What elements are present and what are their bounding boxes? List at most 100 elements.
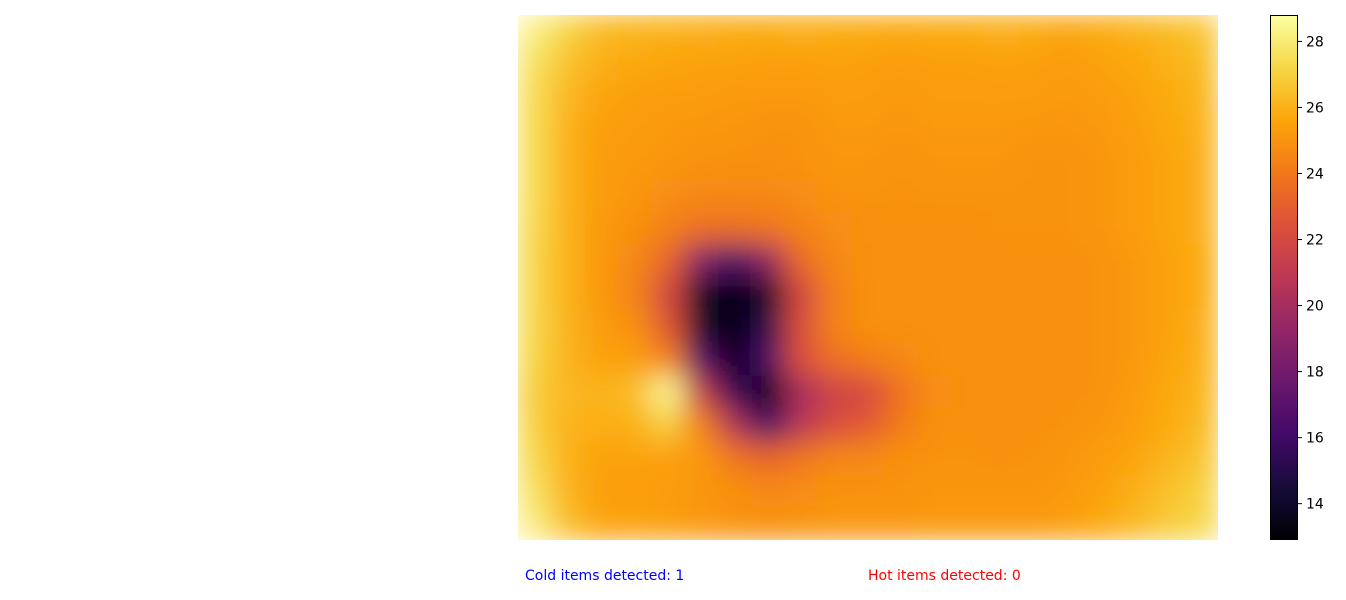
heatmap-cell	[650, 211, 686, 246]
heatmap-cell	[617, 178, 652, 213]
heatmap-cell	[1150, 309, 1186, 344]
heatmap-cell	[550, 441, 586, 475]
colorbar-frame	[1270, 15, 1298, 540]
heatmap-cell	[550, 408, 586, 443]
heatmap-cell	[850, 441, 886, 475]
heatmap-cell	[617, 211, 652, 246]
heatmap-cell	[850, 408, 886, 443]
heatmap-cell	[1150, 375, 1186, 410]
heatmap-cell	[1150, 473, 1186, 508]
heatmap-cell	[817, 375, 852, 410]
heatmap-cell	[917, 15, 952, 49]
heatmap-cell	[950, 473, 986, 508]
heatmap-cell	[917, 244, 952, 278]
heatmap-cell	[984, 277, 1019, 311]
heatmap-cell	[518, 473, 552, 508]
heatmap-cell	[584, 244, 619, 278]
heatmap-cell	[1184, 15, 1218, 49]
heatmap-cell	[1084, 473, 1119, 508]
heatmap-cell	[950, 15, 986, 49]
heatmap-cell	[717, 244, 752, 278]
heatmap-cell	[1017, 112, 1052, 147]
heatmap-cell	[1117, 342, 1152, 377]
heatmap-cell	[750, 506, 786, 540]
heatmap-cell	[784, 309, 819, 344]
colorbar-tick-label: 24	[1306, 166, 1324, 182]
heatmap-cell	[784, 112, 819, 147]
heatmap-cell	[518, 80, 552, 114]
heatmap-cell	[984, 211, 1019, 246]
heatmap-cell	[1017, 441, 1052, 475]
heatmap-cell	[984, 309, 1019, 344]
heatmap-cell	[950, 342, 986, 377]
heatmap-cell	[518, 506, 552, 540]
heatmap-cell	[717, 473, 752, 508]
heatmap-cell	[950, 309, 986, 344]
heatmap-cell	[584, 47, 619, 82]
heatmap-cell	[884, 145, 919, 180]
heatmap-cell	[750, 112, 786, 147]
heatmap-cell	[584, 506, 619, 540]
heatmap-cell	[717, 375, 752, 410]
heatmap-cell	[817, 112, 852, 147]
heatmap-cell	[717, 178, 752, 213]
heatmap-cell	[550, 211, 586, 246]
hot-items-status: Hot items detected: 0	[868, 568, 1021, 584]
heatmap-cell	[650, 145, 686, 180]
heatmap-cell	[617, 375, 652, 410]
heatmap-cell	[817, 277, 852, 311]
heatmap-cell	[584, 112, 619, 147]
heatmap-cell	[850, 47, 886, 82]
heatmap-cell	[1117, 408, 1152, 443]
heatmap-cell	[784, 145, 819, 180]
heatmap-cell	[617, 80, 652, 114]
heatmap-cell	[1084, 211, 1119, 246]
heatmap-cell	[650, 309, 686, 344]
heatmap-cell	[1117, 15, 1152, 49]
heatmap-cell	[584, 15, 619, 49]
heatmap-cell	[884, 80, 919, 114]
heatmap-cell	[1050, 441, 1086, 475]
heatmap-cell	[518, 145, 552, 180]
heatmap-cell	[717, 408, 752, 443]
heatmap-cell	[717, 277, 752, 311]
heatmap-cell	[550, 375, 586, 410]
heatmap-cell	[617, 441, 652, 475]
heatmap-cell	[550, 277, 586, 311]
heatmap-cell	[850, 244, 886, 278]
heatmap-cell	[1017, 473, 1052, 508]
heatmap-cell	[1184, 211, 1218, 246]
heatmap-cell	[850, 178, 886, 213]
heatmap-cell	[518, 15, 552, 49]
heatmap-cell	[1150, 244, 1186, 278]
heatmap-cell	[817, 342, 852, 377]
heatmap-cell	[984, 506, 1019, 540]
heatmap-cell	[817, 211, 852, 246]
colorbar-scale: 14 16 18 20 22 24 26 28	[1270, 15, 1324, 540]
heatmap-cell	[550, 178, 586, 213]
heatmap-cell	[650, 375, 686, 410]
heatmap-cell	[784, 244, 819, 278]
heatmap-cell	[750, 342, 786, 377]
heatmap-cell	[884, 375, 919, 410]
heatmap-cell	[784, 47, 819, 82]
heatmap-cell	[1117, 473, 1152, 508]
heatmap-cell	[984, 15, 1019, 49]
heatmap-cell	[684, 15, 719, 49]
heatmap-cell	[1117, 309, 1152, 344]
heatmap-cell	[717, 145, 752, 180]
heatmap-cell	[1184, 178, 1218, 213]
heatmap-cell	[717, 80, 752, 114]
heatmap-cell	[850, 15, 886, 49]
heatmap-cell	[1150, 408, 1186, 443]
heatmap-cell	[717, 506, 752, 540]
heatmap-cell	[850, 145, 886, 180]
colorbar-tick-label: 18	[1306, 365, 1324, 381]
heatmap-cell	[1117, 178, 1152, 213]
heatmap-cell	[1017, 277, 1052, 311]
heatmap-cell	[1117, 112, 1152, 147]
heatmap-cell	[1184, 506, 1218, 540]
heatmap-cell	[617, 244, 652, 278]
heatmap-cell	[717, 15, 752, 49]
heatmap-cell	[518, 277, 552, 311]
